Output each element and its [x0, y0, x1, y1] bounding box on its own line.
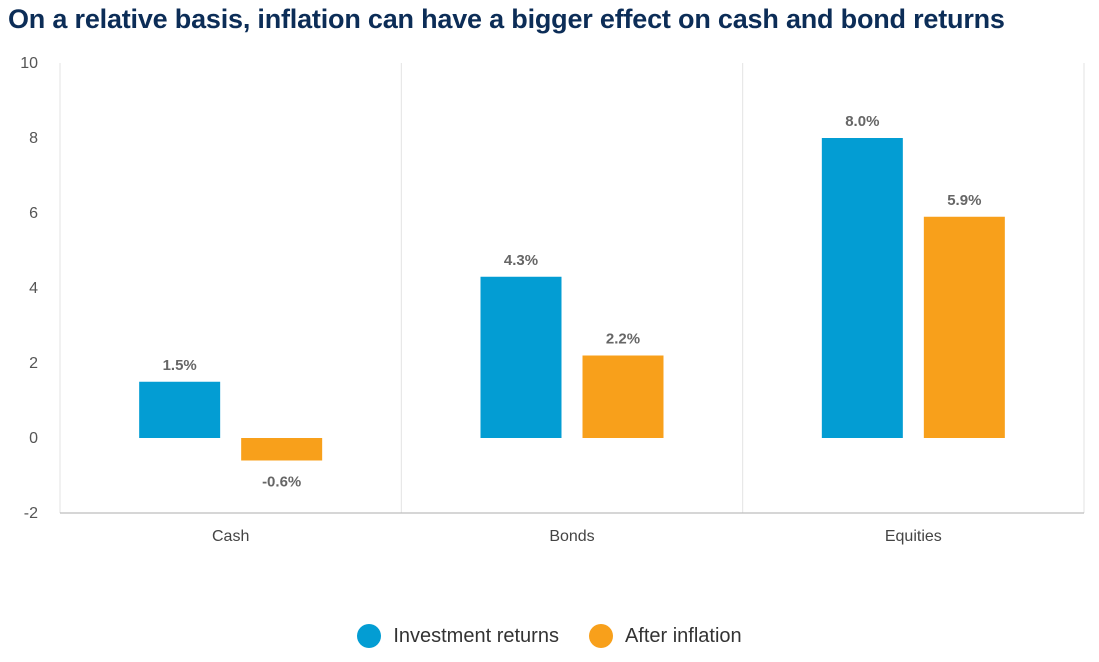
x-axis-categories: Cash Bonds Equities: [212, 528, 942, 545]
category-label-equities: Equities: [885, 528, 942, 545]
legend: Investment returns After inflation: [0, 624, 1099, 648]
bars: [139, 138, 1005, 461]
legend-label-investment-returns: Investment returns: [393, 624, 559, 647]
grid-lines: [59, 63, 1085, 514]
data-label-equities-investment-returns: 8.0%: [845, 113, 879, 130]
y-tick-label: 10: [20, 55, 38, 72]
bar-cash-investment-returns[interactable]: [139, 381, 221, 438]
bar-bonds-investment-returns[interactable]: [480, 276, 562, 438]
y-tick-label: -2: [24, 505, 38, 522]
legend-label-after-inflation: After inflation: [624, 624, 742, 647]
y-tick-label: 0: [29, 430, 38, 447]
legend-swatch-investment-returns: [357, 624, 382, 648]
data-label-bonds-investment-returns: 4.3%: [504, 252, 538, 269]
data-label-cash-after-inflation: -0.6%: [262, 474, 301, 491]
bar-cash-after-inflation[interactable]: [241, 438, 323, 461]
category-label-cash: Cash: [212, 528, 249, 545]
legend-swatch-after-inflation: [588, 624, 613, 648]
data-labels: 1.5% -0.6% 4.3% 2.2% 8.0% 5.9%: [163, 113, 982, 491]
y-tick-label: 8: [29, 130, 38, 147]
legend-item-investment-returns[interactable]: Investment returns: [357, 624, 559, 648]
legend-item-after-inflation[interactable]: After inflation: [588, 624, 742, 648]
category-label-bonds: Bonds: [549, 528, 594, 545]
data-label-bonds-after-inflation: 2.2%: [606, 331, 640, 348]
bar-equities-after-inflation[interactable]: [923, 216, 1005, 438]
bar-bonds-after-inflation[interactable]: [582, 355, 664, 439]
y-axis-ticks: 10 8 6 4 2 0 -2: [20, 55, 38, 522]
chart-title: On a relative basis, inflation can have …: [8, 4, 1005, 34]
data-label-cash-investment-returns: 1.5%: [163, 357, 197, 374]
y-tick-label: 2: [29, 355, 38, 372]
y-tick-label: 6: [29, 205, 38, 222]
data-label-equities-after-inflation: 5.9%: [947, 192, 981, 209]
bar-equities-investment-returns[interactable]: [821, 138, 903, 438]
y-tick-label: 4: [29, 280, 38, 297]
